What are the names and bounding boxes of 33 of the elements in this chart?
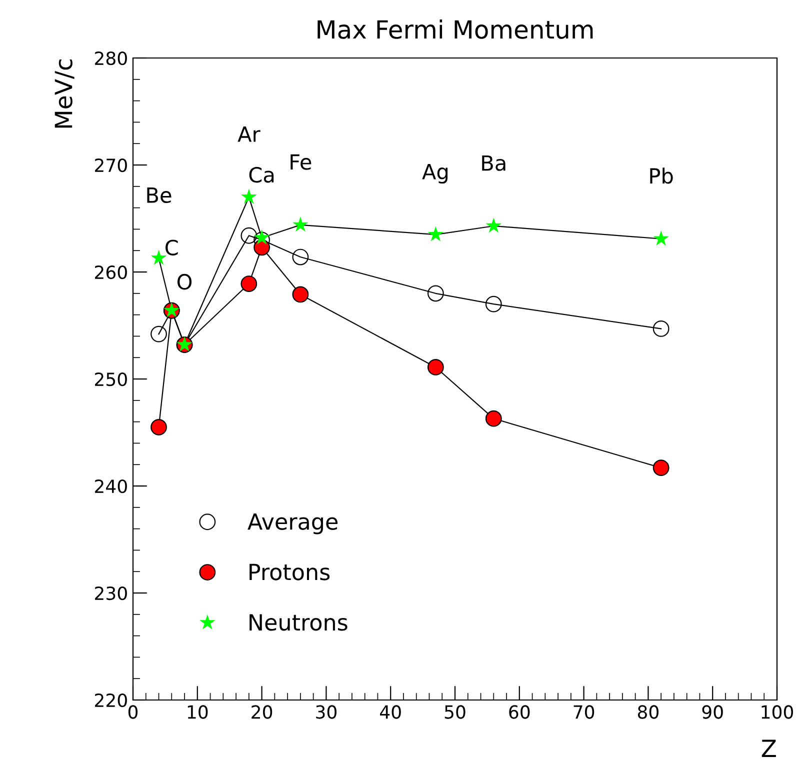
annotation: Ca xyxy=(249,166,274,183)
x-tick-label: 50 xyxy=(444,705,466,719)
x-tick-label: 80 xyxy=(638,705,658,719)
x-tick-label: 30 xyxy=(316,705,336,719)
annotation: Ar xyxy=(238,126,260,142)
x-tick-label: 40 xyxy=(380,705,401,719)
annotation: Ba xyxy=(482,155,506,171)
x-tick-label: 70 xyxy=(574,705,594,719)
annotation: Ag xyxy=(422,164,448,184)
chart-title: Max Fermi Momentum xyxy=(318,20,593,39)
y-tick-label: 260 xyxy=(95,265,127,280)
y-tick-label: 230 xyxy=(95,586,127,600)
annotation: O xyxy=(177,274,192,290)
y-tick-label: 250 xyxy=(95,372,127,386)
x-axis-title: Z xyxy=(762,740,776,757)
annotation: C xyxy=(166,240,178,256)
legend-label: Neutrons xyxy=(250,614,348,631)
annotation: Be xyxy=(147,188,172,204)
annotation: Pb xyxy=(650,168,673,184)
x-tick-label: 60 xyxy=(509,705,530,719)
y-tick-label: 270 xyxy=(95,158,127,172)
y-tick-label: 280 xyxy=(95,51,127,66)
x-tick-label: 10 xyxy=(188,705,208,719)
x-tick-label: 90 xyxy=(702,705,723,719)
y-tick-label: 240 xyxy=(95,479,127,494)
legend-label: Average xyxy=(248,513,338,534)
y-tick-label: 220 xyxy=(95,693,127,708)
x-tick-label: 20 xyxy=(252,705,272,719)
x-tick-label: 0 xyxy=(128,705,138,719)
annotation: Fe xyxy=(290,154,312,170)
x-tick-label: 100 xyxy=(762,705,794,719)
y-axis-title: MeV/c xyxy=(54,59,74,128)
legend-label: Protons xyxy=(250,564,330,580)
